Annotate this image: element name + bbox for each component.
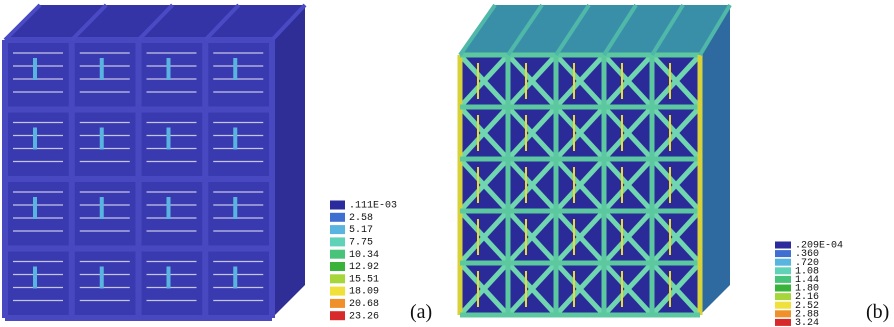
legend-swatch: [775, 242, 791, 249]
figure: .111E-032.585.17 7.7510.3412.9215.51 18.09…: [0, 0, 894, 327]
legend-label: 12.92: [349, 262, 379, 273]
legend-swatch: [775, 285, 791, 292]
legend-swatch: [775, 302, 791, 309]
legend-swatch: [330, 237, 345, 246]
legend-swatch: [330, 311, 345, 320]
legend-swatch: [330, 274, 345, 283]
legend-label: 23.26: [349, 311, 379, 322]
legend-label: 10.34: [349, 250, 379, 261]
legend-label: 2.58: [349, 213, 373, 224]
panel-label: (a): [410, 301, 432, 323]
strut: [33, 267, 37, 289]
strut: [100, 267, 104, 289]
strut: [100, 58, 104, 80]
cube-side: [700, 5, 730, 315]
lattice-b: [460, 5, 730, 315]
legend-swatch: [775, 267, 791, 274]
strut: [33, 58, 37, 80]
strut: [233, 267, 237, 289]
strut: [233, 128, 237, 150]
legend-label: 7.75: [349, 238, 373, 249]
legend-swatch: [775, 293, 791, 300]
strut: [233, 58, 237, 80]
legend-label: .111E-03: [349, 201, 397, 212]
legend-swatch: [330, 299, 345, 308]
strut: [33, 197, 37, 219]
cube-top: [460, 5, 730, 55]
strut: [233, 197, 237, 219]
legend-label: 15.51: [349, 274, 379, 285]
lattice-a: [5, 5, 305, 318]
cube-side: [272, 5, 305, 318]
legend-label: 3.24: [795, 318, 819, 327]
legend-swatch: [330, 201, 345, 210]
legend-swatch: [330, 250, 345, 259]
legend-swatch: [330, 262, 345, 271]
strut: [100, 128, 104, 150]
legend-swatch: [775, 310, 791, 317]
strut: [167, 197, 171, 219]
strut: [167, 267, 171, 289]
strut: [100, 197, 104, 219]
strut: [33, 128, 37, 150]
legend-swatch: [330, 225, 345, 234]
panel-label: (b): [866, 301, 889, 323]
strut: [167, 58, 171, 80]
legend-swatch: [330, 287, 345, 296]
legend-swatch: [775, 319, 791, 326]
legend-label: 18.09: [349, 287, 379, 298]
legend-swatch: [775, 276, 791, 283]
legend-label: 20.68: [349, 299, 379, 310]
legend-swatch: [775, 250, 791, 257]
legend-label: 5.17: [349, 225, 373, 236]
legend-swatch: [330, 213, 345, 222]
strut: [167, 128, 171, 150]
legend-swatch: [775, 259, 791, 266]
